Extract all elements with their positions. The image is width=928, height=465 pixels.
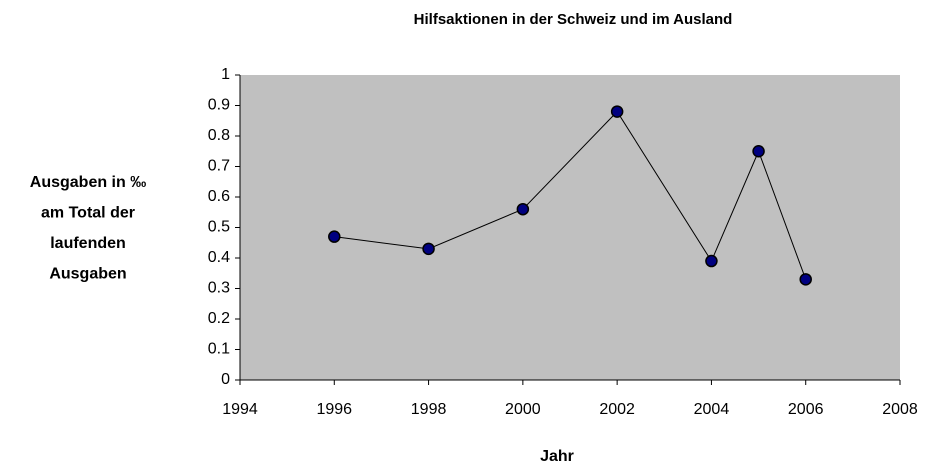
chart-title: Hilfsaktionen in der Schweiz und im Ausl…: [414, 11, 733, 28]
y-tick-label: 0.5: [208, 219, 230, 236]
data-point: [422, 242, 435, 256]
data-point: [610, 105, 624, 118]
data-point: [799, 273, 812, 286]
y-tick-label: 0.7: [208, 158, 230, 175]
plot-area: [240, 75, 900, 380]
y-axis-label: Ausgaben: [49, 266, 126, 283]
y-tick-label: 0.3: [208, 280, 230, 297]
data-point: [516, 202, 530, 216]
y-axis-label: laufenden: [50, 235, 126, 252]
x-tick-label: 1998: [411, 401, 447, 418]
y-tick-label: 0.4: [208, 249, 230, 266]
y-tick-label: 0.2: [208, 310, 230, 327]
x-tick-label: 2006: [788, 401, 824, 418]
y-axis-label: am Total der: [41, 205, 135, 222]
x-tick-label: 2008: [882, 401, 918, 418]
y-tick-label: 0: [221, 371, 230, 388]
data-point: [705, 254, 718, 268]
data-point: [328, 230, 341, 243]
x-tick-label: 1994: [222, 401, 258, 418]
y-tick-label: 0.6: [208, 188, 230, 205]
y-tick-label: 0.9: [208, 97, 230, 114]
data-point: [752, 145, 765, 158]
x-tick-label: 2002: [599, 401, 635, 418]
x-tick-label: 2004: [694, 401, 730, 418]
y-tick-label: 0.8: [208, 127, 230, 144]
x-tick-label: 2000: [505, 401, 541, 418]
y-tick-label: 0.1: [208, 341, 230, 358]
y-axis-label: Ausgaben in ‰: [30, 174, 146, 191]
x-tick-label: 1996: [316, 401, 352, 418]
x-axis-label: Jahr: [540, 448, 574, 465]
y-tick-label: 1: [221, 66, 230, 83]
